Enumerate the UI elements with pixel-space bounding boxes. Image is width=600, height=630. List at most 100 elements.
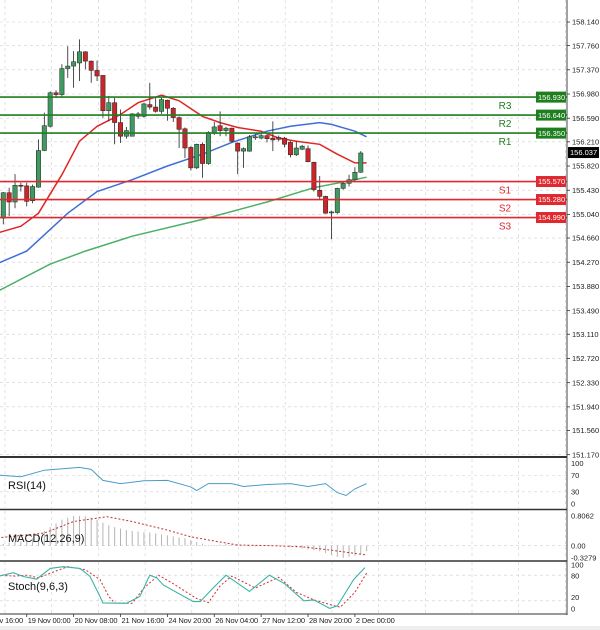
candle-body [6, 192, 12, 203]
price-tick-label: 152.330 [572, 378, 599, 387]
price-tick-label: 156.980 [572, 90, 599, 99]
time-label: 26 Nov 04:00 [215, 616, 258, 625]
candle-body [94, 70, 100, 77]
candle-body [188, 147, 194, 169]
stoch-axis-label: 0 [571, 605, 575, 614]
candle [82, 51, 88, 70]
candle-body [147, 104, 153, 108]
price-tick-label: 157.370 [572, 65, 599, 74]
price-tick-label: 151.560 [572, 426, 599, 435]
stoch-axis-label: 20 [571, 593, 579, 602]
time-label: 20 Nov 08:00 [75, 616, 118, 625]
candle-body [88, 60, 94, 71]
candle [323, 195, 329, 214]
candle [334, 187, 340, 214]
rsi-axis-label: 100 [571, 459, 584, 468]
candle-body [287, 142, 293, 156]
time-label: 19 Nov 00:00 [28, 616, 71, 625]
candle-body [47, 92, 53, 127]
macd-pane[interactable]: MACD(12,26,9) [0, 515, 368, 558]
time-label: v 16:00 [0, 616, 23, 625]
candle-body [352, 171, 358, 180]
candle [299, 144, 305, 150]
candle-body [77, 51, 82, 64]
candle [106, 95, 112, 122]
candle [71, 51, 77, 88]
rsi-axis-label: 70 [571, 471, 579, 480]
candle [329, 210, 334, 240]
price-tick-label: 155.040 [572, 210, 599, 219]
pivot-price-label: 156.930 [538, 93, 565, 102]
candle-body [229, 127, 235, 142]
candle-body [258, 135, 264, 139]
price-axis[interactable]: 158.140 157.760 157.370 156.980 156.590 156.2… [567, 18, 599, 614]
moving-average-slow [0, 176, 367, 291]
candle-body [106, 102, 112, 112]
pivot-label-r3: R3 [499, 101, 512, 112]
candle [12, 174, 18, 209]
candle [264, 134, 270, 143]
moving-average-fast [0, 94, 367, 234]
rsi-axis-label: 0 [571, 500, 575, 509]
time-label: 28 Nov 20:00 [309, 616, 352, 625]
candle [317, 175, 323, 200]
candle-body [18, 185, 24, 187]
stoch-main-line [0, 566, 366, 609]
bottom-strip [0, 626, 600, 630]
candle [30, 184, 36, 204]
candle-body [323, 196, 329, 214]
pivot-price-box [536, 127, 566, 139]
candle-body [235, 142, 241, 152]
candle [340, 181, 346, 190]
macd-title: MACD(12,26,9) [8, 533, 84, 545]
candle-body [252, 136, 258, 139]
pivot-label-r1: R1 [499, 137, 512, 148]
rsi-line [0, 466, 367, 497]
candle [352, 167, 358, 181]
stoch-axis-label: 80 [571, 572, 579, 581]
candle [229, 127, 235, 143]
pivot-price-box [536, 212, 566, 224]
candle-body [329, 211, 334, 214]
candle-body [159, 99, 164, 112]
stoch-pane[interactable]: Stoch(9,6,3) [0, 566, 368, 609]
candle-body [217, 125, 223, 131]
pivot-price-label: 155.280 [538, 195, 565, 204]
candle-body [293, 147, 299, 156]
candle-body [340, 183, 346, 189]
price-pane[interactable]: R3 156.930 R2 156.640 R1 156.350 S1 155.570 S2 15… [0, 39, 567, 291]
candle [18, 182, 24, 192]
pivot-label-s2: S2 [499, 204, 512, 215]
candle [94, 60, 100, 81]
candle [223, 126, 229, 137]
candle [276, 135, 282, 142]
moving-average-mid [0, 121, 367, 264]
candle-body [112, 102, 118, 123]
candle [59, 64, 65, 98]
pivot-price-box [536, 194, 566, 206]
candle-body [241, 148, 247, 152]
candle-body [71, 61, 77, 67]
rsi-pane[interactable]: RSI(14) [0, 466, 367, 497]
candle-body [0, 192, 6, 219]
pivot-price-label: 154.990 [538, 213, 565, 222]
candle-body [182, 128, 188, 149]
time-label: 21 Nov 16:00 [122, 616, 165, 625]
candle-body [100, 75, 106, 112]
price-tick-label: 154.270 [572, 258, 599, 267]
candle-body [299, 145, 305, 150]
candle [36, 139, 41, 188]
time-axis[interactable]: v 16:00 19 Nov 00:00 20 Nov 08:00 21 Nov 16… [0, 614, 395, 625]
price-tick-label: 153.110 [572, 330, 599, 339]
time-label: 2 Dec 00:00 [356, 616, 395, 625]
candle-body [205, 132, 211, 164]
candle-body [170, 108, 176, 118]
stoch-signal-line [0, 566, 368, 608]
candle [112, 97, 118, 145]
candle [358, 151, 364, 173]
pivot-price-box [536, 109, 566, 121]
candle-body [118, 122, 123, 137]
candle-body [200, 144, 205, 164]
